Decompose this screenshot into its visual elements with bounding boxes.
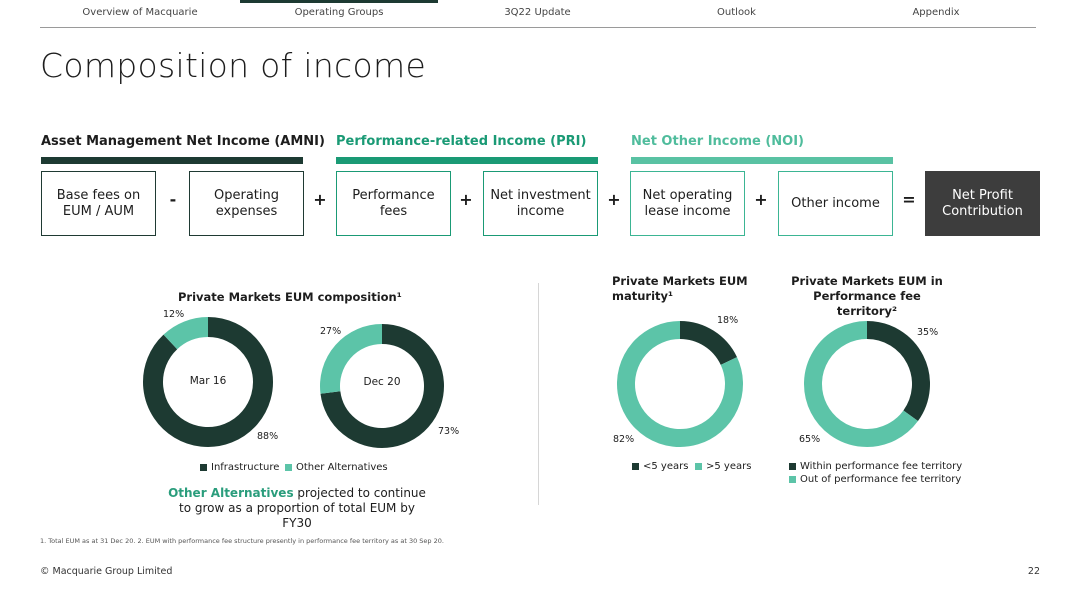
projection-note: Other Alternatives projected to continue…: [164, 486, 430, 531]
legend-label: Within performance fee territory: [800, 461, 963, 472]
donut-segment-out-of-performance-fee-territory: [804, 321, 918, 447]
legend-other-alternatives: Other Alternatives: [285, 462, 388, 473]
plus-operator: +: [607, 190, 621, 209]
page-title: Composition of income: [40, 46, 427, 85]
category-pri-label: Performance-related Income (PRI): [336, 134, 587, 149]
note-highlight: Other Alternatives: [168, 486, 294, 500]
territory-title-line1: Private Markets EUM in: [791, 274, 943, 288]
legend-swatch: [695, 463, 702, 470]
nav-tab-operating-groups[interactable]: Operating Groups: [240, 0, 438, 27]
plus-operator: +: [313, 190, 327, 209]
donut-chart-mar16: [143, 317, 273, 447]
pct-label-infra-dec20: 73%: [438, 426, 460, 437]
plus-operator: +: [459, 190, 473, 209]
category-amni-bar: [41, 157, 303, 164]
legend-within-territory: Within performance fee territory: [789, 461, 962, 472]
legend-swatch: [285, 464, 292, 471]
category-noi-label: Net Other Income (NOI): [631, 134, 804, 149]
donut-segment-5-years: [617, 321, 743, 447]
donut-segment-5-years: [679, 321, 738, 366]
other-income-box: Other income: [778, 171, 893, 236]
minus-operator: -: [169, 190, 177, 209]
legend-swatch: [632, 463, 639, 470]
legend-label: <5 years: [643, 461, 689, 472]
legend-swatch: [789, 463, 796, 470]
copyright: © Macquarie Group Limited: [40, 566, 173, 577]
pct-label-other-mar16: 12%: [163, 309, 185, 320]
legend-out-territory: Out of performance fee territory: [789, 474, 961, 485]
territory-title-line2: Performance fee territory²: [813, 289, 921, 318]
footnote: 1. Total EUM as at 31 Dec 20. 2. EUM wit…: [40, 537, 444, 545]
performance-fees-box: Performance fees: [336, 171, 451, 236]
legend-gt5-years: >5 years: [695, 461, 751, 472]
pct-label-lt5: 82%: [613, 434, 635, 445]
category-pri-bar: [336, 157, 598, 164]
donut-segment-within-performance-fee-territory: [866, 321, 930, 422]
donut-segment-other-alternatives: [163, 317, 209, 350]
donut-segment-other-alternatives: [320, 324, 383, 394]
donut-segment-infrastructure: [320, 324, 444, 448]
equals-operator: =: [902, 190, 916, 209]
maturity-chart-title: Private Markets EUM maturity¹: [612, 274, 748, 304]
nav-tab-3q22-update[interactable]: 3Q22 Update: [504, 7, 571, 18]
legend-label: Out of performance fee territory: [800, 474, 962, 485]
pct-label-within: 35%: [917, 327, 939, 338]
donut-center-label: Dec 20: [363, 376, 401, 388]
pct-label-out: 65%: [799, 434, 821, 445]
top-nav: Overview of Macquarie Operating Groups 3…: [40, 0, 1036, 28]
category-noi-bar: [631, 157, 893, 164]
donut-chart-dec20: [320, 324, 444, 448]
net-profit-contribution-box: Net Profit Contribution: [925, 171, 1040, 236]
donut-segment-infrastructure: [143, 317, 273, 447]
maturity-title-line1: Private Markets EUM: [612, 274, 748, 288]
maturity-title-line2: maturity¹: [612, 289, 674, 303]
legend-label: >5 years: [706, 461, 752, 472]
section-divider: [538, 283, 539, 505]
legend-swatch: [789, 476, 796, 483]
nav-tab-appendix[interactable]: Appendix: [912, 7, 960, 18]
nav-tab-overview[interactable]: Overview of Macquarie: [82, 7, 198, 18]
legend-infrastructure: Infrastructure: [200, 462, 279, 473]
operating-expenses-box: Operating expenses: [189, 171, 304, 236]
legend-lt5-years: <5 years: [632, 461, 688, 472]
composition-chart-title: Private Markets EUM composition¹: [178, 290, 402, 304]
pct-label-infra-mar16: 88%: [257, 431, 279, 442]
legend-label: Infrastructure: [211, 462, 280, 473]
donut-chart-maturity: [617, 321, 743, 447]
donut-chart-territory: [804, 321, 930, 447]
net-investment-income-box: Net investment income: [483, 171, 598, 236]
nav-tab-outlook[interactable]: Outlook: [717, 7, 756, 18]
pct-label-other-dec20: 27%: [320, 326, 342, 337]
legend-swatch: [200, 464, 207, 471]
page-number: 22: [1027, 566, 1040, 577]
legend-label: Other Alternatives: [296, 462, 388, 473]
territory-chart-title: Private Markets EUM in Performance fee t…: [785, 274, 949, 319]
plus-operator: +: [754, 190, 768, 209]
pct-label-gt5: 18%: [717, 315, 739, 326]
donut-center-label: Mar 16: [189, 375, 227, 387]
base-fees-box: Base fees on EUM / AUM: [41, 171, 156, 236]
net-operating-lease-income-box: Net operating lease income: [630, 171, 745, 236]
note-text: projected to continue to grow as a propo…: [179, 486, 426, 530]
category-amni-label: Asset Management Net Income (AMNI): [41, 134, 325, 149]
